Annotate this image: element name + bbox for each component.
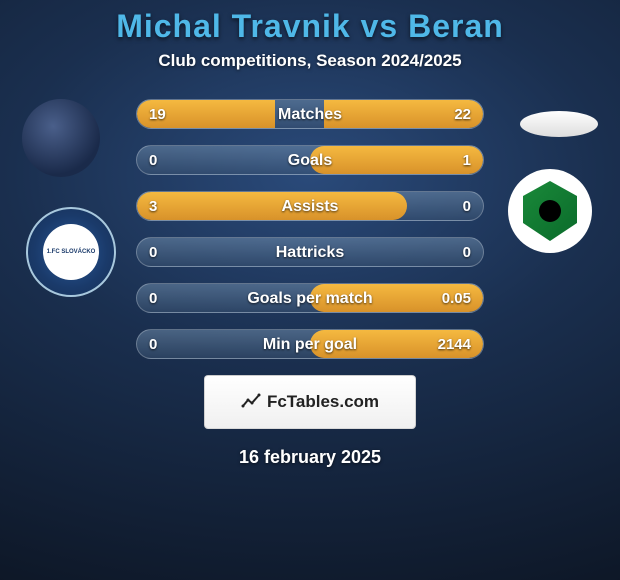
stat-label: Goals per match (137, 284, 483, 313)
stat-label: Goals (137, 146, 483, 175)
player-avatar-right (520, 111, 598, 137)
club-logo-left-text: 1.FC SLOVÁCKO (43, 224, 99, 280)
content: Michal Travnik vs Beran Club competition… (0, 0, 620, 580)
club-logo-left: 1.FC SLOVÁCKO (26, 207, 116, 297)
stat-row: 1922Matches (136, 99, 484, 129)
stat-row: 00.05Goals per match (136, 283, 484, 313)
page-title: Michal Travnik vs Beran (0, 8, 620, 45)
stat-row: 02144Min per goal (136, 329, 484, 359)
stats-area: 1.FC SLOVÁCKO 1922Matches 01Goals 30Assist… (0, 99, 620, 359)
player-avatar-left (22, 99, 100, 177)
stat-row: 01Goals (136, 145, 484, 175)
stat-row: 30Assists (136, 191, 484, 221)
stat-rows: 1922Matches 01Goals 30Assists 00Hattricks 00… (136, 99, 484, 359)
soccer-ball-icon (539, 200, 561, 222)
stat-label: Hattricks (137, 238, 483, 267)
stat-label: Matches (137, 100, 483, 129)
club-logo-right-shield (520, 181, 580, 241)
footer-brand-text: FcTables.com (267, 392, 379, 412)
chart-icon (241, 392, 261, 412)
stat-row: 00Hattricks (136, 237, 484, 267)
stat-label: Assists (137, 192, 483, 221)
subtitle: Club competitions, Season 2024/2025 (0, 51, 620, 71)
date: 16 february 2025 (0, 447, 620, 468)
footer-brand-badge: FcTables.com (204, 375, 416, 429)
club-logo-right (508, 169, 592, 253)
stat-label: Min per goal (137, 330, 483, 359)
